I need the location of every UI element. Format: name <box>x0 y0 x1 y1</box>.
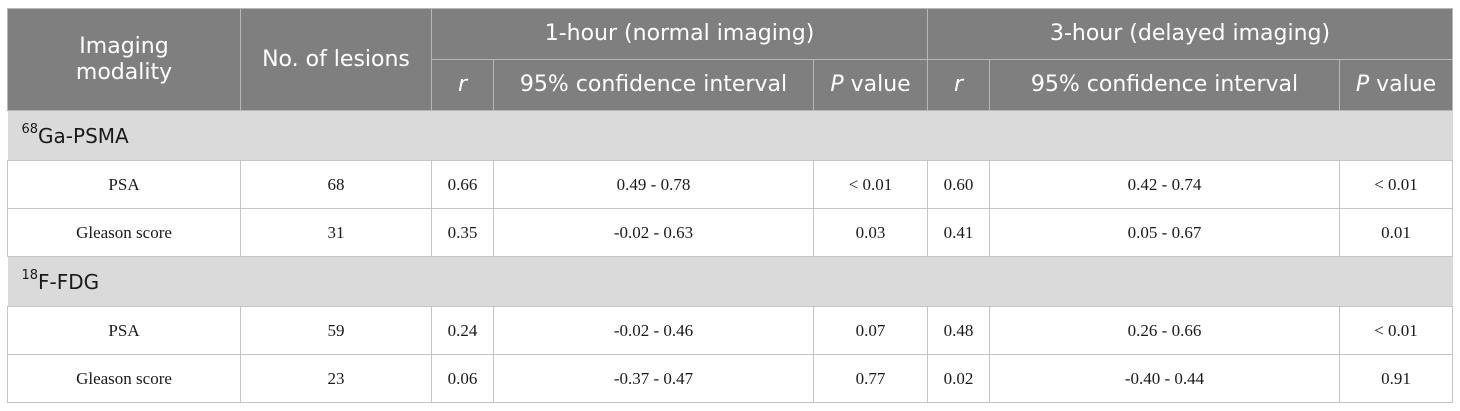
section-row: 68Ga-PSMA <box>7 110 1453 161</box>
cell-label: PSA <box>7 306 241 355</box>
cell-ci-1: 0.49 - 0.78 <box>493 160 814 209</box>
col-header-r-1: r <box>431 59 494 111</box>
cell-p-2: < 0.01 <box>1339 306 1454 355</box>
col-header-p-1: P value <box>812 59 929 111</box>
col-header-lesions: No. of lesions <box>240 8 432 111</box>
cell-p-1: 0.77 <box>812 354 929 403</box>
cell-r-1: 0.06 <box>431 354 494 403</box>
cell-ci-1: -0.02 - 0.63 <box>493 208 814 257</box>
cell-label: PSA <box>7 160 241 209</box>
table-row: Gleason score 31 0.35 -0.02 - 0.63 0.03 … <box>7 208 1454 257</box>
section-row: 18F-FDG <box>7 256 1453 307</box>
cell-r-2: 0.02 <box>927 354 991 403</box>
cell-r-1: 0.66 <box>431 160 494 209</box>
cell-r-2: 0.41 <box>927 208 991 257</box>
col-header-modality: Imaging modality <box>7 8 241 111</box>
cell-lesions: 59 <box>240 306 432 355</box>
cell-p-1: 0.03 <box>812 208 929 257</box>
group-header-1hour: 1-hour (normal imaging) <box>430 8 929 60</box>
cell-ci-1: -0.37 - 0.47 <box>493 354 814 403</box>
cell-r-1: 0.24 <box>431 306 494 355</box>
cell-r-2: 0.60 <box>927 160 991 209</box>
col-header-r-2: r <box>927 59 991 111</box>
cell-ci-2: 0.26 - 0.66 <box>989 306 1341 355</box>
cell-r-2: 0.48 <box>927 306 991 355</box>
cell-p-1: < 0.01 <box>812 160 929 209</box>
cell-r-1: 0.35 <box>431 208 494 257</box>
cell-ci-1: -0.02 - 0.46 <box>493 306 814 355</box>
cell-lesions: 68 <box>240 160 432 209</box>
cell-label: Gleason score <box>7 354 241 403</box>
table-row: Gleason score 23 0.06 -0.37 - 0.47 0.77 … <box>7 354 1454 403</box>
cell-p-2: 0.91 <box>1339 354 1454 403</box>
header-row-1: Imaging modality No. of lesions 1-hour (… <box>7 8 1454 111</box>
cell-p-1: 0.07 <box>812 306 929 355</box>
results-table: Imaging modality No. of lesions 1-hour (… <box>7 8 1454 403</box>
cell-ci-2: 0.42 - 0.74 <box>989 160 1341 209</box>
col-header-p-2: P value <box>1339 59 1454 111</box>
cell-p-2: < 0.01 <box>1339 160 1454 209</box>
group-header-3hour: 3-hour (delayed imaging) <box>927 8 1454 60</box>
section-label: 18F-FDG <box>7 256 1453 307</box>
cell-ci-2: 0.05 - 0.67 <box>989 208 1341 257</box>
table-row: PSA 59 0.24 -0.02 - 0.46 0.07 0.48 0.26 … <box>7 306 1454 355</box>
cell-label: Gleason score <box>7 208 241 257</box>
header-row-2: r 95% confidence interval P value r 95% … <box>8 59 1454 111</box>
table-row: PSA 68 0.66 0.49 - 0.78 < 0.01 0.60 0.42… <box>7 160 1454 209</box>
cell-p-2: 0.01 <box>1339 208 1454 257</box>
col-header-ci-1: 95% confidence interval <box>493 59 814 111</box>
section-label: 68Ga-PSMA <box>7 110 1453 161</box>
cell-lesions: 31 <box>240 208 432 257</box>
cell-lesions: 23 <box>240 354 432 403</box>
col-header-ci-2: 95% confidence interval <box>989 59 1341 111</box>
cell-ci-2: -0.40 - 0.44 <box>989 354 1341 403</box>
